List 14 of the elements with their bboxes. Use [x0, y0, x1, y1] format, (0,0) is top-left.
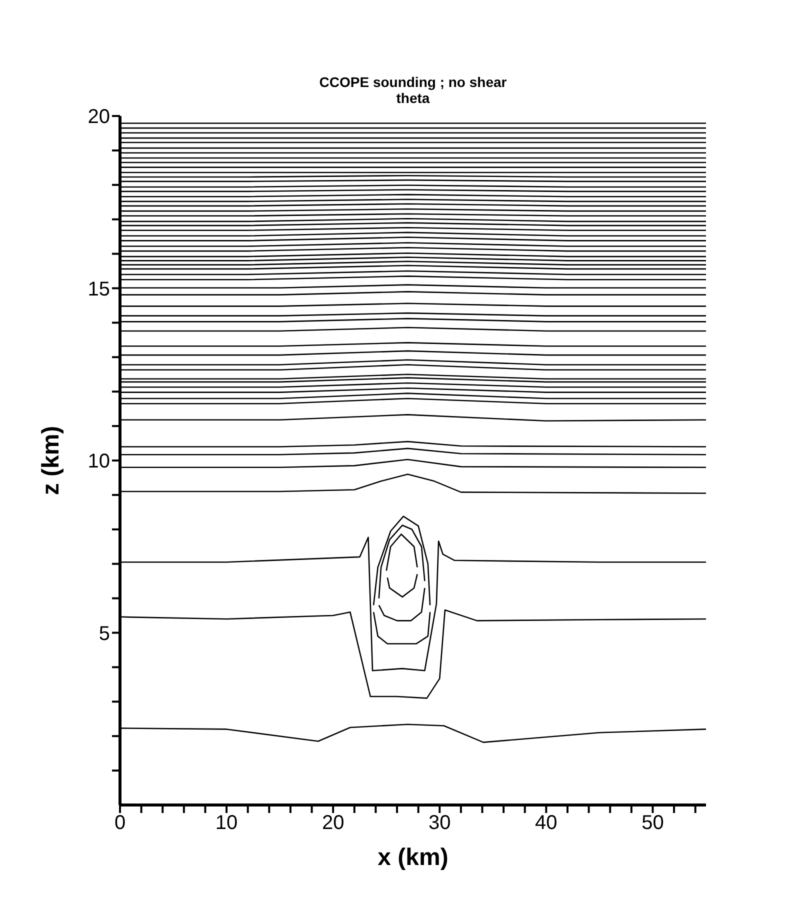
y-tick-label: 5 — [98, 622, 110, 645]
chart-subtitle: theta — [395, 90, 431, 106]
x-tick-label: 0 — [113, 811, 127, 835]
y-axis-title: z (km) — [38, 426, 65, 496]
x-axis-title: x (km) — [378, 844, 448, 871]
x-tick-label: 30 — [428, 812, 451, 834]
x-tick-label: 40 — [535, 812, 558, 834]
y-tick-label: 15 — [88, 278, 110, 300]
x-tick-label: 10 — [215, 812, 238, 834]
y-tick-label: 10 — [88, 450, 110, 473]
chart-title: CCOPE sounding ; no shear — [318, 74, 508, 90]
x-tick-label: 20 — [322, 812, 344, 834]
y-tick-label: 20 — [88, 106, 110, 128]
x-tick-label: 50 — [642, 812, 664, 834]
